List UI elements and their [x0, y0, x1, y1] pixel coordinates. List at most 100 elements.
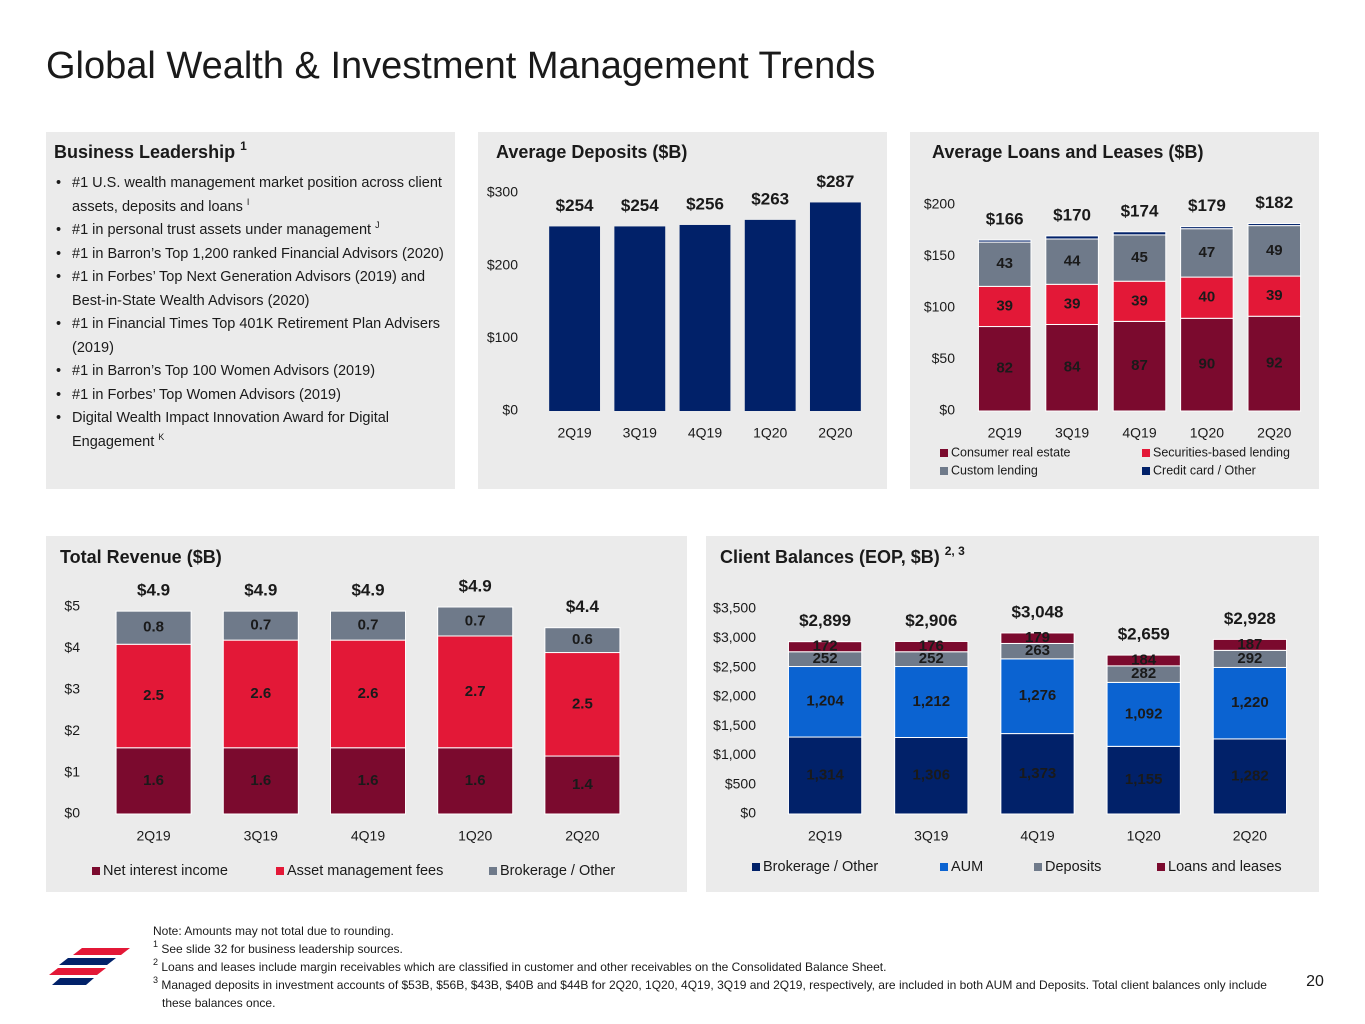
x-tick-label: 3Q19	[623, 425, 657, 441]
bar	[679, 224, 731, 411]
title-text: Average Loans and Leases ($B)	[932, 142, 1203, 162]
total-label: $170	[1053, 205, 1091, 224]
legend-label: Consumer real estate	[951, 445, 1071, 459]
bar-segment	[329, 747, 407, 815]
footnote: 3 Managed deposits in investment account…	[153, 975, 1267, 1011]
total-label: $2,659	[1118, 625, 1170, 644]
legend-swatch	[489, 867, 497, 875]
legend-label: Credit card / Other	[1153, 463, 1256, 477]
segment-label: 39	[1131, 292, 1148, 309]
segment-label: 1,092	[1125, 705, 1163, 722]
y-tick-label: $0	[939, 402, 955, 418]
segment-label: 2.6	[250, 685, 271, 702]
segment-label: 2.7	[465, 683, 486, 700]
segment-label: 40	[1199, 289, 1216, 306]
segment-label: 0.7	[465, 612, 486, 629]
total-label: $4.9	[459, 576, 492, 595]
segment-label: 49	[1266, 242, 1283, 259]
segment-label: 0.7	[250, 617, 271, 634]
x-tick-label: 3Q19	[914, 828, 948, 844]
segment-label: 0.6	[572, 631, 593, 648]
segment-label: 1.4	[572, 776, 594, 793]
segment-label: 39	[996, 297, 1013, 314]
bar-segment	[1112, 280, 1167, 322]
bar-segment	[544, 755, 621, 815]
bar-segment	[894, 737, 969, 815]
legend-swatch	[1034, 863, 1042, 871]
legend-label: Net interest income	[103, 863, 228, 879]
bar-segment	[544, 652, 621, 757]
bar-segment	[115, 643, 192, 749]
panel-title: Business Leadership 1	[54, 139, 247, 162]
legend-swatch	[1142, 449, 1150, 457]
bar-segment	[437, 747, 514, 815]
y-tick-label: $1,000	[713, 746, 756, 762]
y-tick-label: $100	[924, 299, 955, 315]
total-label: $2,928	[1224, 609, 1276, 628]
segment-label: 2.6	[358, 685, 379, 702]
legend-swatch	[1142, 467, 1150, 475]
y-tick-label: $5	[64, 598, 80, 614]
y-tick-label: $50	[932, 350, 956, 366]
bar-segment	[1000, 632, 1075, 644]
bar-segment	[1247, 275, 1302, 317]
x-tick-label: 4Q19	[1122, 425, 1156, 441]
y-tick-label: $4	[64, 639, 80, 655]
bar-segment	[1106, 681, 1181, 747]
segment-label: 90	[1199, 356, 1216, 373]
bar-segment	[329, 639, 407, 749]
segment-label: 252	[919, 650, 944, 667]
bar-segment	[894, 666, 969, 739]
segment-label: 1,276	[1019, 687, 1057, 704]
bar-segment	[1247, 225, 1302, 277]
y-tick-label: $3	[64, 681, 80, 697]
x-tick-label: 2Q19	[557, 425, 591, 441]
title-sup: 1	[240, 139, 247, 153]
segment-label: 1,373	[1019, 765, 1057, 782]
bullet: #1 in Forbes’ Top Next Generation Adviso…	[54, 266, 446, 313]
title-text: Business Leadership	[54, 142, 235, 162]
segment-label: 1,204	[806, 693, 844, 710]
bar-segment	[977, 241, 1032, 287]
segment-label: 179	[1025, 629, 1050, 646]
total-label: $2,899	[799, 611, 851, 630]
legend-swatch	[940, 467, 948, 475]
title-text: Client Balances (EOP, $B)	[720, 547, 940, 567]
bullet: #1 in Barron’s Top 100 Women Advisors (2…	[54, 360, 446, 384]
x-tick-label: 2Q19	[988, 425, 1022, 441]
segment-label: 0.7	[358, 617, 379, 634]
segment-label: 1.6	[358, 772, 379, 789]
total-label: $4.9	[137, 581, 170, 600]
y-tick-label: $200	[487, 256, 518, 272]
y-tick-label: $0	[740, 805, 756, 821]
y-tick-label: $300	[487, 184, 518, 200]
y-tick-label: $2,500	[713, 658, 756, 674]
total-label: $179	[1188, 196, 1226, 215]
title-text: Average Deposits ($B)	[496, 142, 687, 162]
bar-segment	[1045, 323, 1099, 412]
bar-segment	[115, 747, 192, 815]
x-tick-label: 3Q19	[1055, 425, 1089, 441]
total-label: $4.9	[351, 581, 384, 600]
footnotes: Note: Amounts may not total due to round…	[153, 922, 1288, 1012]
legend-swatch	[940, 449, 948, 457]
footnote: 2 Loans and leases include margin receiv…	[153, 957, 887, 975]
total-label: $166	[986, 210, 1024, 229]
chart-title: Total Revenue ($B)	[60, 547, 222, 567]
legend-label: Asset management fees	[287, 863, 443, 879]
legend-label: Deposits	[1045, 859, 1101, 875]
y-tick-label: $500	[725, 775, 756, 791]
y-tick-label: $200	[924, 196, 955, 212]
legend-label: Securities-based lending	[1153, 445, 1290, 459]
x-tick-label: 2Q19	[136, 828, 170, 844]
value-label: $254	[556, 196, 594, 215]
legend-swatch	[1157, 863, 1165, 871]
y-tick-label: $1	[64, 763, 80, 779]
bar-segment	[1247, 315, 1302, 412]
bar-segment	[1045, 283, 1099, 325]
total-label: $182	[1255, 193, 1293, 212]
segment-label: 45	[1131, 249, 1148, 266]
chart-title: Average Loans and Leases ($B)	[932, 142, 1203, 162]
y-tick-label: $0	[64, 805, 80, 821]
